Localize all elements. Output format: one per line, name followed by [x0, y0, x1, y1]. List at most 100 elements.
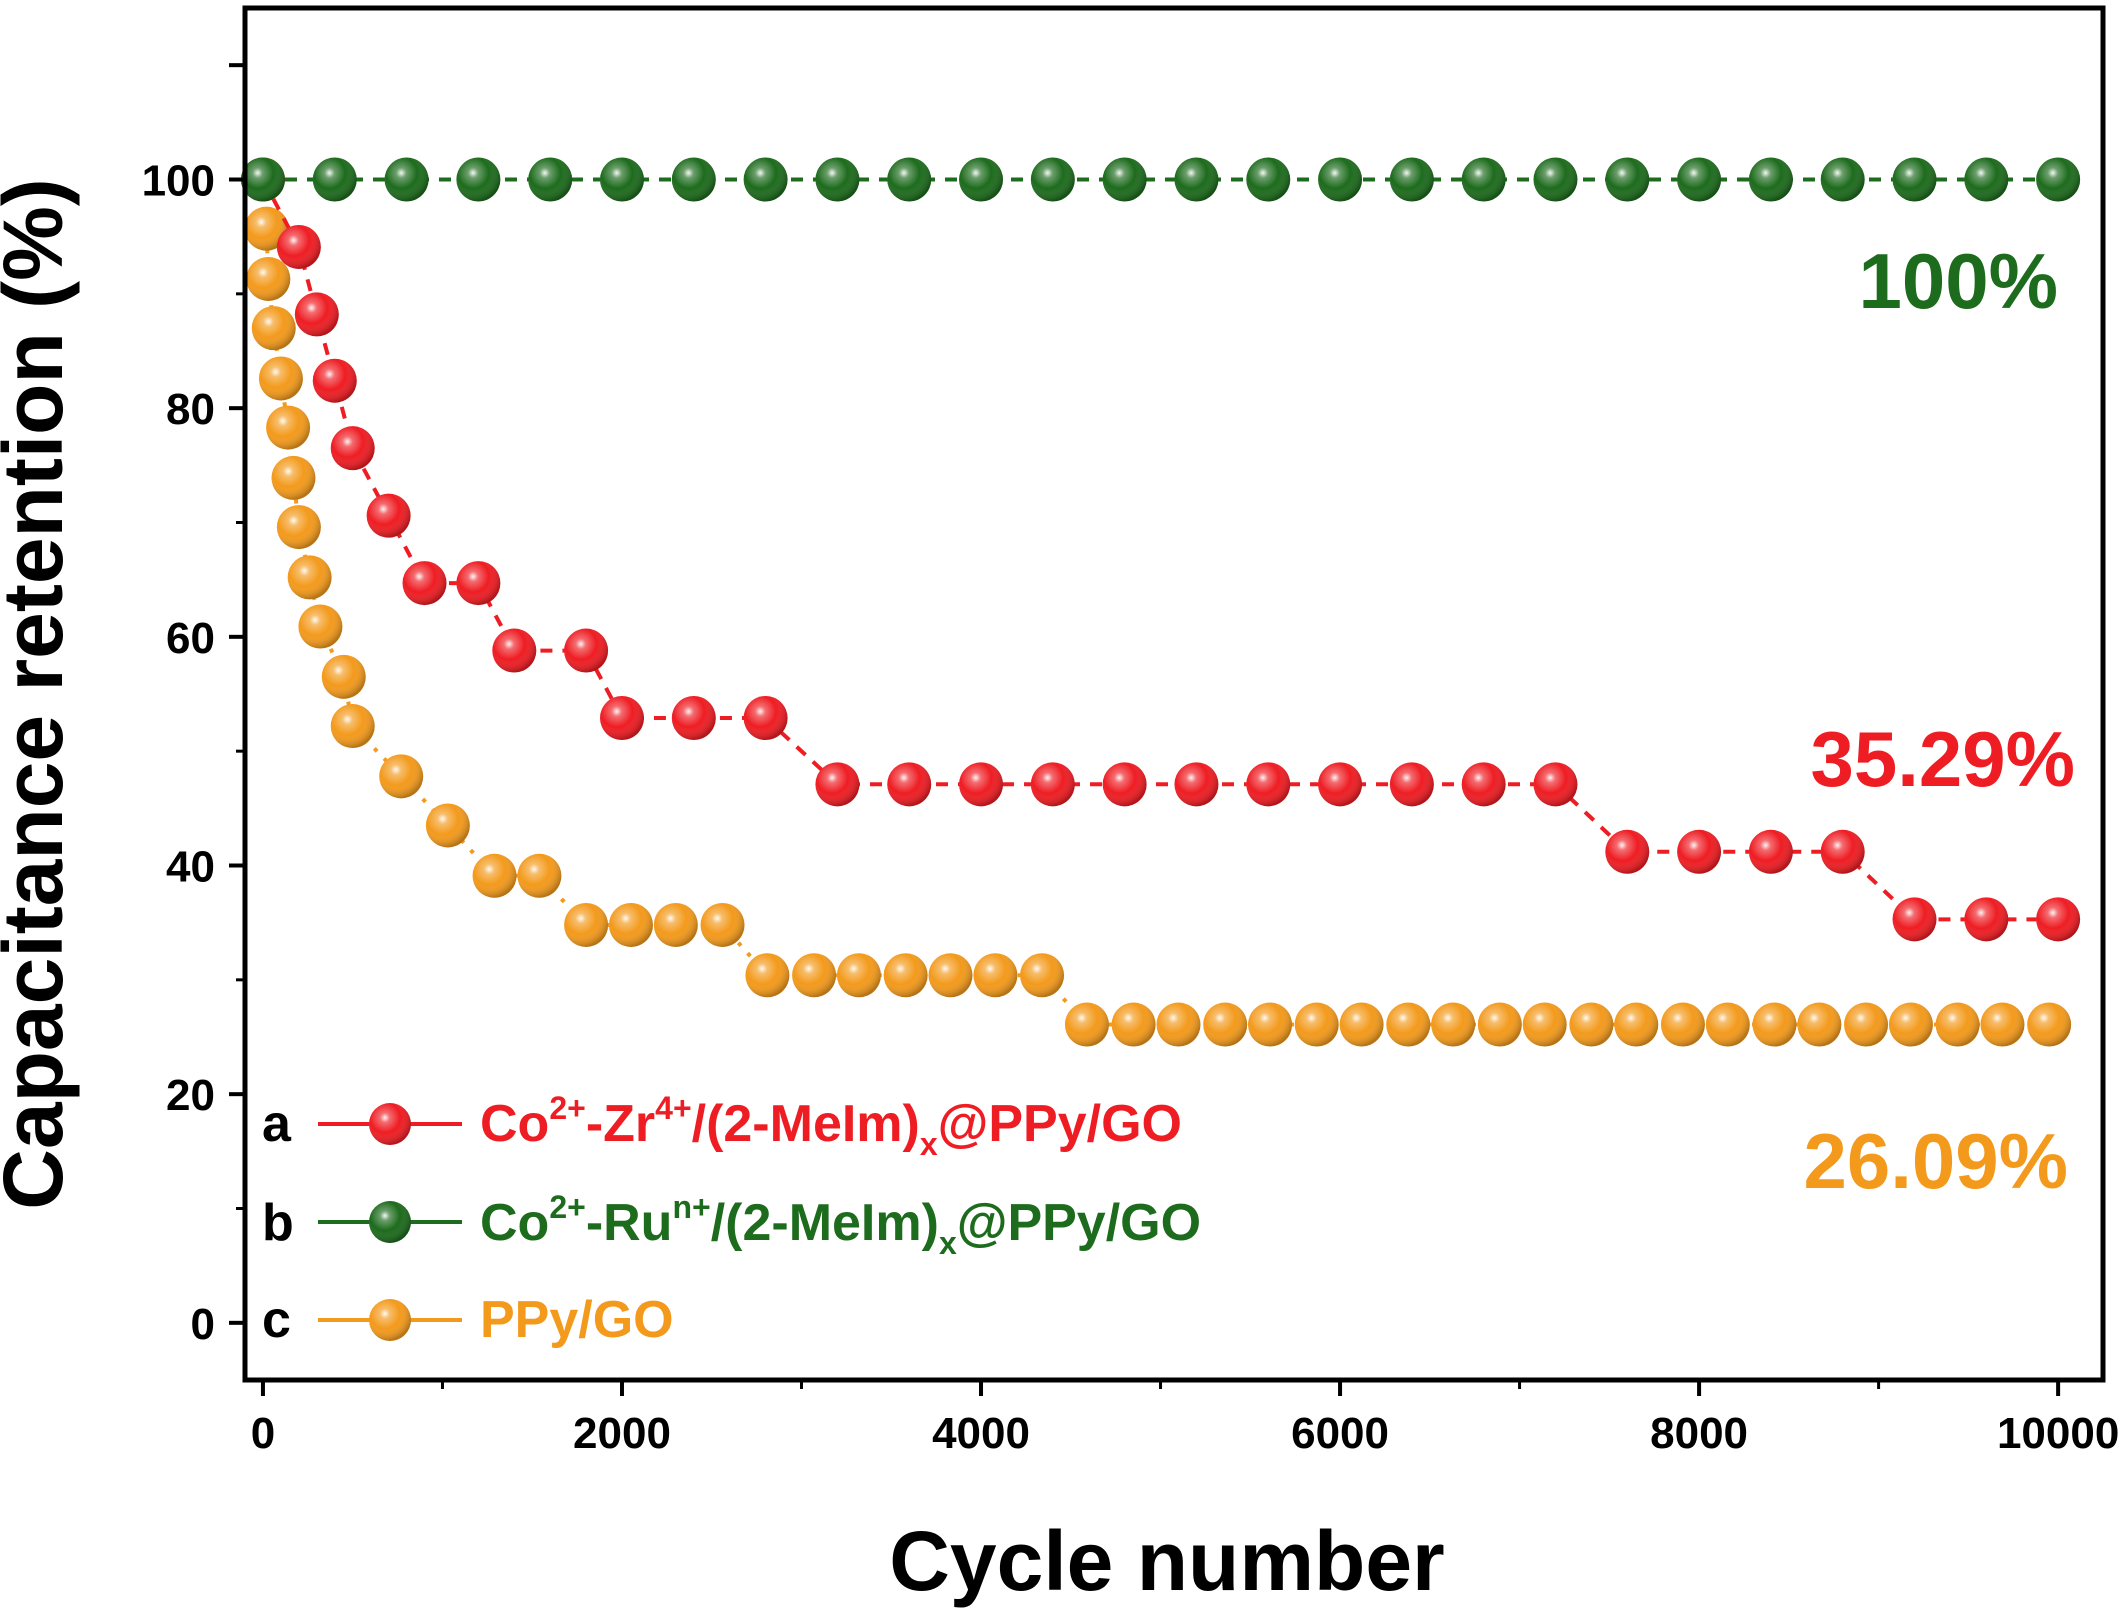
data-point-shine-a [1605, 829, 1650, 874]
data-point-shine-b [384, 157, 429, 202]
data-point-shine-a [312, 358, 357, 403]
x-tick-label: 10000 [1997, 1409, 2119, 1458]
x-tick-label: 2000 [573, 1409, 671, 1458]
data-point-shine-b [1892, 157, 1937, 202]
data-point-shine-a [887, 762, 932, 807]
data-point-shine-a [599, 696, 644, 741]
data-point-shine-c [792, 953, 837, 998]
data-point-shine-b [456, 157, 501, 202]
legend-key-a: a [262, 1095, 292, 1153]
data-point-shine-c [1660, 1002, 1705, 1047]
data-point-shine-a [743, 696, 788, 741]
x-tick-label: 4000 [932, 1409, 1030, 1458]
data-point-shine-c [251, 306, 296, 351]
legend-key-c: c [262, 1291, 291, 1349]
legend-marker-shine-b [369, 1201, 411, 1243]
data-point-shine-a [1677, 829, 1722, 874]
x-tick-label: 0 [251, 1409, 275, 1458]
data-point-shine-c [608, 902, 653, 947]
legend-item-b: b Co2+-Run+/(2-MeIm)x@PPy/GO [262, 1189, 1201, 1261]
series-b [240, 157, 2081, 202]
data-point-shine-c [1569, 1002, 1614, 1047]
data-point-shine-c [1797, 1002, 1842, 1047]
legend-item-a: a Co2+-Zr4+/(2-MeIm)x@PPy/GO [262, 1090, 1182, 1162]
data-point-shine-c [266, 405, 311, 450]
data-point-shine-c [1614, 1002, 1659, 1047]
data-point-shine-b [1246, 157, 1291, 202]
data-point-shine-c [1111, 1002, 1156, 1047]
data-point-shine-b [240, 157, 285, 202]
data-point-shine-a [1246, 762, 1291, 807]
legend-marker-shine-c [369, 1299, 411, 1341]
data-point-shine-c [1477, 1002, 1522, 1047]
legend-item-c: c PPy/GO [262, 1291, 674, 1349]
data-point-shine-b [1748, 157, 1793, 202]
y-tick-label: 100 [142, 157, 215, 206]
data-point-shine-b [1174, 157, 1219, 202]
data-point-shine-c [1431, 1002, 1476, 1047]
data-point-shine-c [276, 505, 321, 550]
data-point-shine-c [1203, 1002, 1248, 1047]
data-point-shine-c [1156, 1002, 1201, 1047]
plot-frame [242, 5, 2106, 1383]
data-point-shine-a [671, 696, 716, 741]
data-point-shine-c [1980, 1002, 2025, 1047]
data-point-shine-c [1935, 1002, 1980, 1047]
data-point-shine-a [1102, 762, 1147, 807]
data-point-shine-c [883, 953, 928, 998]
annotation-a: 35.29% [1810, 715, 2075, 803]
y-axis-title: Capacitance retention (%) [0, 178, 80, 1210]
data-point-shine-a [815, 762, 860, 807]
x-axis-title: Cycle number [889, 1514, 1445, 1608]
data-point-shine-a [366, 493, 411, 538]
data-point-shine-b [1964, 157, 2009, 202]
data-point-shine-a [1461, 762, 1506, 807]
data-point-shine-c [321, 654, 366, 699]
data-point-shine-b [1318, 157, 1363, 202]
data-point-shine-c [330, 704, 375, 749]
data-point-shine-a [959, 762, 1004, 807]
data-point-shine-b [1461, 157, 1506, 202]
data-point-shine-c [1386, 1002, 1431, 1047]
data-point-shine-c [1522, 1002, 1567, 1047]
data-point-shine-a [402, 561, 447, 606]
data-point-shine-a [1964, 897, 2009, 942]
data-point-shine-c [745, 953, 790, 998]
data-point-shine-a [1892, 897, 1937, 942]
data-point-shine-a [330, 426, 375, 471]
y-tick-label: 60 [166, 614, 215, 663]
data-point-shine-b [1102, 157, 1147, 202]
annotation-b: 100% [1859, 237, 2059, 325]
data-point-shine-c [1020, 953, 1065, 998]
data-point-shine-a [1533, 762, 1578, 807]
data-point-shine-c [836, 953, 881, 998]
legend-key-b: b [262, 1194, 294, 1252]
data-point-shine-b [1389, 157, 1434, 202]
y-tick-label: 80 [166, 385, 215, 434]
data-point-shine-a [1389, 762, 1434, 807]
data-point-shine-a [276, 224, 321, 269]
data-point-shine-a [1820, 829, 1865, 874]
series-line-c [261, 179, 2050, 1027]
data-point-shine-b [1030, 157, 1075, 202]
data-point-shine-c [271, 455, 316, 500]
axis-layer: 0 2000 4000 6000 8000 10000 0 20 40 60 80 100 [142, 63, 2119, 1458]
data-point-shine-b [2036, 157, 2081, 202]
data-point-shine-b [959, 157, 1004, 202]
data-point-shine-c [1844, 1002, 1889, 1047]
data-point-shine-c [700, 902, 745, 947]
y-tick-label: 40 [166, 843, 215, 892]
legend-label-c: PPy/GO [480, 1291, 674, 1349]
data-point-shine-c [653, 902, 698, 947]
data-point-shine-b [1677, 157, 1722, 202]
y-tick-label: 20 [166, 1071, 215, 1120]
x-tick-label: 8000 [1650, 1409, 1748, 1458]
data-point-shine-c [246, 256, 291, 301]
data-point-shine-c [298, 604, 343, 649]
data-point-shine-b [1820, 157, 1865, 202]
data-point-shine-a [564, 628, 609, 673]
data-point-shine-c [472, 853, 517, 898]
data-point-shine-c [564, 902, 609, 947]
legend-label-b: Co2+-Run+/(2-MeIm)x@PPy/GO [480, 1189, 1201, 1261]
